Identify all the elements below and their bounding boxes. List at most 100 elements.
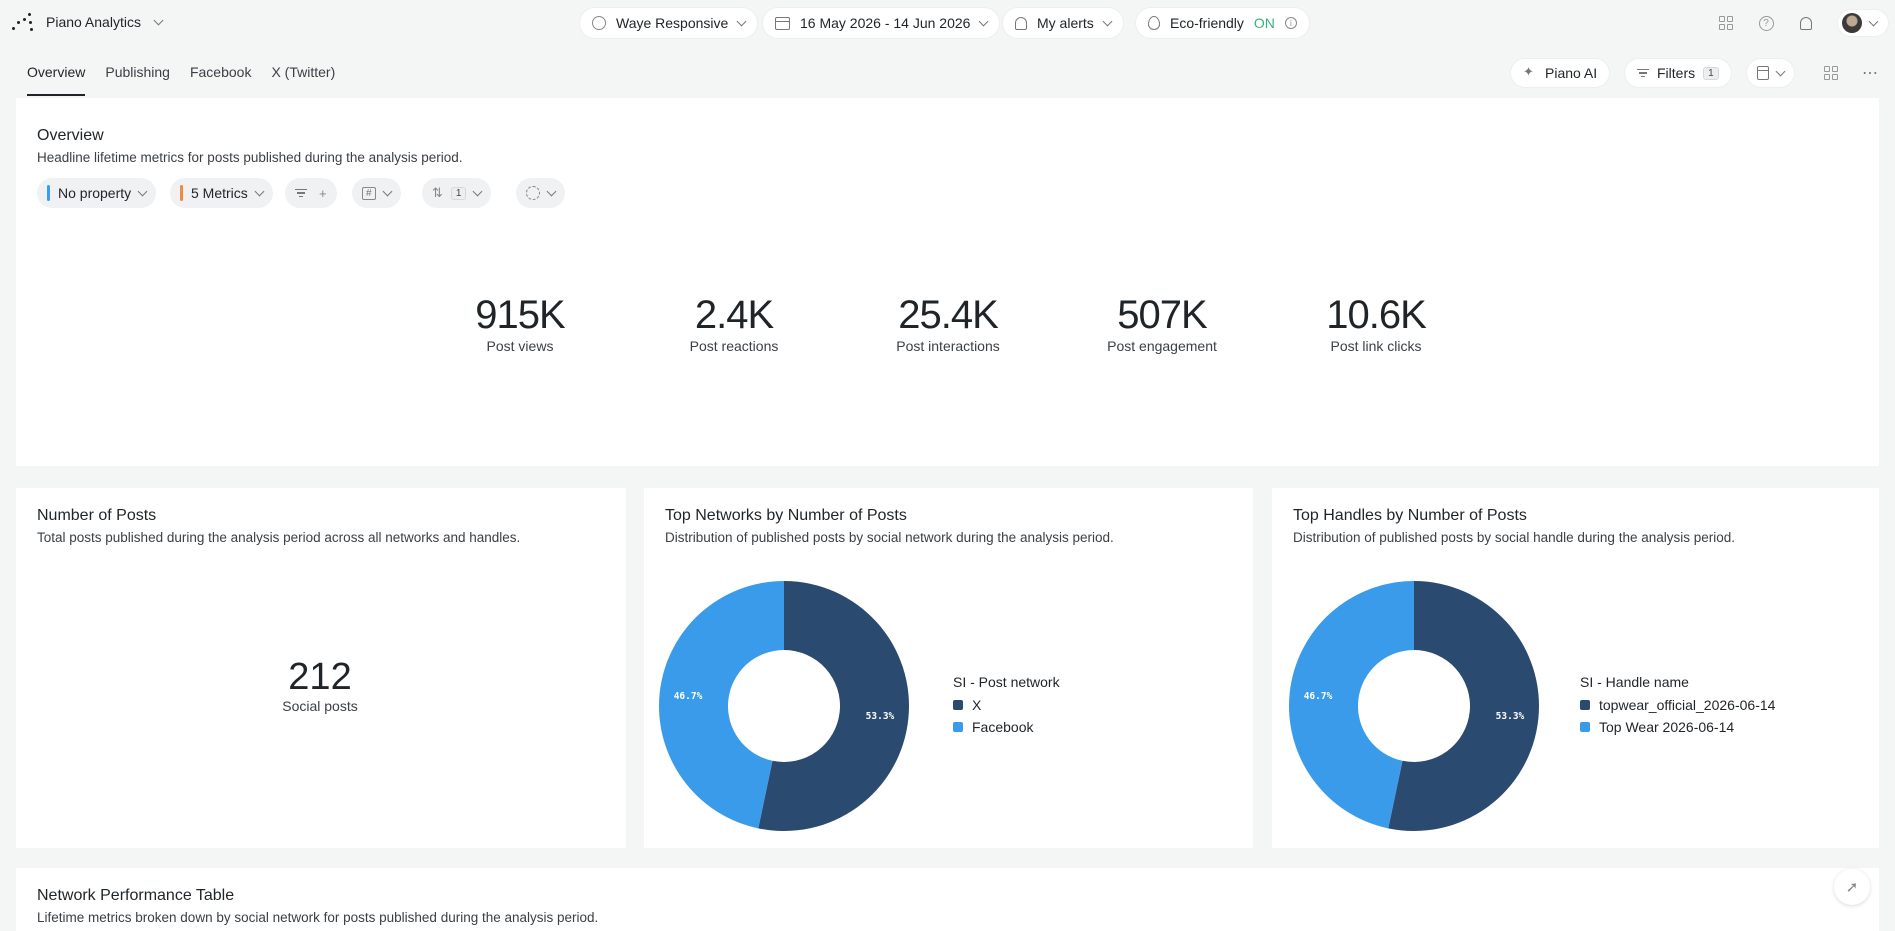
chevron-down-icon [979,16,989,26]
metric-post-engagement: 507K Post engagement [1082,292,1242,354]
sparkle-icon [1523,64,1537,80]
help-icon: ? [1758,15,1774,31]
legend-title: SI - Handle name [1580,674,1689,690]
pie-slice-0[interactable] [758,581,909,831]
add-filter-icon: + [319,185,327,201]
tab-facebook[interactable]: Facebook [189,64,252,80]
overview-title: Overview [37,127,104,144]
filter-control[interactable]: + [285,178,337,208]
pie-slice-1[interactable] [1289,581,1414,829]
leaf-icon [1148,16,1160,30]
piano-ai-label: Piano AI [1545,65,1598,81]
notifications-button[interactable] [1793,10,1819,36]
pie-slice-0[interactable] [1388,581,1539,831]
legend-item-topwear-official[interactable]: topwear_official_2026-06-14 [1580,697,1775,713]
pie-slice-label-0: 53.3% [1496,711,1525,722]
eco-label: Eco-friendly [1170,15,1244,31]
grid-icon [1719,16,1733,30]
filter-icon [295,189,307,197]
legend-swatch [1580,722,1590,732]
filters-label: Filters [1657,65,1696,81]
more-button[interactable]: ⋯ [1857,60,1883,86]
tab-publishing[interactable]: Publishing [105,64,170,80]
chevron-down-icon [1775,66,1786,76]
alerts-button[interactable]: My alerts [1003,8,1123,38]
overview-card: Overview Headline lifetime metrics for p… [16,98,1879,466]
top-bar: Piano Analytics Waye Responsive 16 May 2… [0,0,1895,46]
pie-slice-label-0: 53.3% [866,711,895,722]
handles-legend: SI - Handle name topwear_official_2026-0… [1580,674,1775,741]
export-button[interactable] [1747,59,1794,87]
date-range-picker[interactable]: 16 May 2026 - 14 Jun 2026 [763,8,1000,38]
user-menu[interactable] [1838,10,1888,36]
metrics-selector[interactable]: 5 Metrics [170,178,273,208]
posts-title: Number of Posts [37,507,157,524]
pie-slice-1[interactable] [659,581,784,829]
metric-value: 507K [1117,293,1207,337]
filters-button[interactable]: Filters 1 [1625,59,1731,87]
rocket-button[interactable]: ➚ [1834,869,1870,905]
legend-item-x[interactable]: X [953,697,1060,713]
download-icon [1757,66,1769,80]
legend-title: SI - Post network [953,674,1060,690]
networks-donut-chart: 53.3% 46.7% [659,581,909,831]
posts-description: Total posts published during the analysi… [37,530,521,545]
piano-ai-button[interactable]: Piano AI [1511,59,1610,87]
metric-value: 2.4K [694,293,774,337]
handles-donut-chart: 53.3% 46.7% [1289,581,1539,831]
property-selector[interactable]: No property [37,178,157,208]
chevron-down-icon [153,15,164,25]
chevron-down-icon [1102,16,1113,26]
sort-count-badge: 1 [450,186,467,200]
apps-button[interactable] [1713,10,1739,36]
eco-friendly-toggle[interactable]: Eco-friendly ON i [1136,8,1309,38]
site-name: Waye Responsive [616,15,729,31]
legend-label: topwear_official_2026-06-14 [1599,697,1776,713]
calendar-icon [775,16,790,30]
kpi-value: 212 [288,656,352,698]
networks-title: Top Networks by Number of Posts [665,507,907,524]
metric-value: 915K [475,293,565,337]
networks-description: Distribution of published posts by socia… [665,530,1114,545]
eco-state: ON [1253,15,1275,31]
tab-x-twitter[interactable]: X (Twitter) [271,64,336,80]
chevron-down-icon [546,186,557,196]
metric-post-link-clicks: 10.6K Post link clicks [1296,292,1456,354]
metric-label: Post link clicks [1330,338,1422,354]
bell-icon [1015,16,1027,30]
metric-value: 10.6K [1326,293,1427,337]
tab-overview[interactable]: Overview [27,64,86,96]
number-format-control[interactable]: # [352,178,401,208]
gear-icon [526,186,540,200]
help-button[interactable]: ? [1753,10,1779,36]
pie-slice-label-1: 46.7% [674,691,703,702]
legend-item-top-wear[interactable]: Top Wear 2026-06-14 [1580,719,1775,735]
network-table-title: Network Performance Table [37,887,235,904]
bell-icon [1800,16,1812,30]
metric-post-interactions: 25.4K Post interactions [868,292,1028,354]
legend-swatch [953,722,963,732]
legend-label: Facebook [972,719,1034,735]
metric-label: Post interactions [896,338,1000,354]
hash-icon: # [362,186,376,200]
metric-label: Post reactions [689,338,779,354]
avatar [1842,13,1862,33]
chevron-down-icon [473,186,483,196]
add-widget-button[interactable] [1818,60,1844,86]
property-label: No property [58,185,132,201]
legend-item-facebook[interactable]: Facebook [953,719,1060,735]
chevron-down-icon [382,186,393,196]
social-posts-kpi: 212 Social posts [220,656,420,714]
legend-swatch [1580,700,1590,710]
sort-control[interactable]: ⇅ 1 [422,178,492,208]
settings-control[interactable] [516,178,565,208]
site-selector[interactable]: Waye Responsive [580,8,758,38]
network-table-description: Lifetime metrics broken down by social n… [37,910,599,925]
more-icon: ⋯ [1862,65,1878,82]
app-switcher[interactable]: Piano Analytics [12,12,164,32]
handles-title: Top Handles by Number of Posts [1293,507,1527,524]
chevron-down-icon [137,186,148,196]
chevron-down-icon [736,16,747,26]
rocket-icon: ➚ [1845,879,1859,896]
info-icon[interactable]: i [1284,17,1297,29]
